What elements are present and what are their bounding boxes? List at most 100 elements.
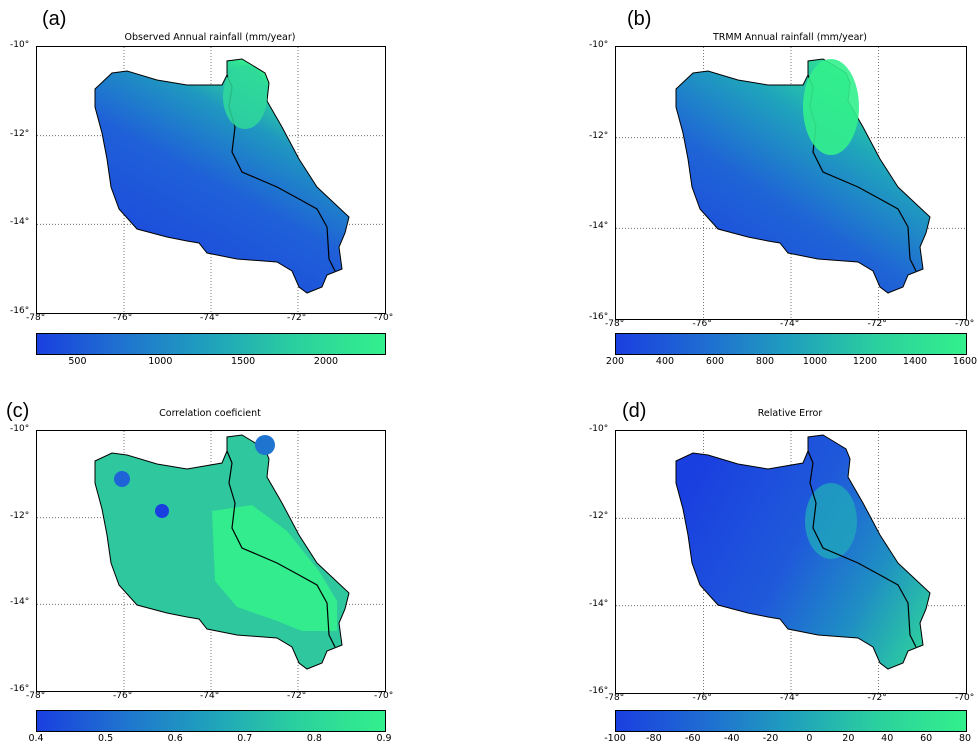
x-tick-label: -76°	[692, 319, 712, 329]
colorbar-tick-label: 40	[881, 733, 894, 744]
colorbar-tick-label: 0.8	[306, 733, 322, 744]
panel-d: (d) Relative Error -78° -76° -74° -72° -70° -…	[489, 374, 978, 749]
y-tick-label: -16°	[10, 684, 30, 694]
x-tick-label: -70°	[955, 693, 975, 703]
higher-error-area	[805, 483, 857, 559]
colorbar-tick-label: 1000	[148, 356, 173, 367]
x-tick-label: -78°	[26, 313, 46, 323]
map-svg	[37, 431, 385, 691]
map-plot	[615, 46, 967, 320]
x-tick-label: -70°	[374, 691, 394, 701]
high-rainfall-area	[803, 59, 859, 155]
x-tick-label: -78°	[605, 319, 625, 329]
x-tick-label: -76°	[113, 313, 133, 323]
colorbar-tick-label: 500	[68, 356, 87, 367]
sub-basin-boundary	[807, 450, 917, 648]
y-tick-label: -10°	[10, 40, 30, 50]
panel-title: TRMM Annual rainfall (mm/year)	[712, 32, 868, 43]
colorbar-tick-label: 800	[755, 356, 775, 367]
colorbar-tick-label: 0.5	[98, 733, 114, 744]
map-svg	[616, 47, 966, 319]
panel-title: Correlation coeficient	[159, 408, 261, 419]
colorbar-tick-label: 0.4	[28, 733, 44, 744]
low-correlation-spot	[255, 435, 275, 455]
panel-letter: (d)	[622, 400, 647, 422]
low-correlation-spot	[155, 504, 169, 518]
x-tick-label: -74°	[780, 693, 800, 703]
x-tick-label: -78°	[605, 693, 625, 703]
colorbar-tick-label: 0	[806, 733, 813, 744]
x-tick-label: -70°	[955, 319, 975, 329]
y-tick-label: -14°	[589, 598, 609, 609]
x-tick-label: -76°	[692, 693, 712, 703]
map-svg	[37, 47, 385, 313]
y-tick-label: -16°	[589, 312, 609, 322]
colorbar-tick-label: 400	[655, 356, 675, 367]
colorbar-tick-label: 20	[842, 733, 855, 744]
panel-letter: (c)	[6, 400, 30, 422]
colorbar-tick-label: 1400	[902, 356, 928, 367]
high-rainfall-area	[223, 65, 267, 129]
colorbar-tick-label: 1000	[802, 356, 828, 367]
y-tick-label: -10°	[589, 40, 609, 50]
x-tick-label: -72°	[287, 313, 307, 323]
x-tick-label: -78°	[26, 691, 46, 701]
colorbar-tick-label: 200	[605, 356, 625, 367]
y-tick-label: -10°	[589, 424, 609, 434]
y-tick-label: -12°	[589, 130, 609, 141]
basin-region	[675, 58, 931, 294]
panel-title: Relative Error	[757, 408, 823, 419]
colorbar-tick-label: 1200	[852, 356, 878, 367]
map-plot	[615, 430, 967, 694]
colorbar-tick-label: 60	[920, 733, 933, 744]
colorbar	[615, 333, 967, 355]
colorbar-tick-label: 1500	[231, 356, 256, 367]
map-plot	[36, 430, 386, 692]
x-tick-label: -70°	[374, 313, 394, 323]
colorbar-tick-label: -20	[762, 733, 779, 744]
y-tick-label: -12°	[10, 510, 30, 521]
colorbar	[36, 710, 386, 732]
colorbar-tick-label: 1600	[952, 356, 978, 367]
high-correlation-area	[212, 505, 337, 631]
x-tick-label: -72°	[867, 693, 887, 703]
x-tick-label: -76°	[113, 691, 133, 701]
colorbar-tick-label: 80	[958, 733, 972, 744]
panel-b: (b) TRMM Annual rainfall (mm/year) -78° -…	[489, 0, 978, 374]
panel-letter: (b)	[627, 8, 652, 30]
map-svg	[616, 431, 966, 693]
colorbar-tick-label: 0.7	[237, 733, 253, 744]
colorbar-tick-label: -60	[685, 733, 701, 744]
colorbar-tick-label: 2000	[313, 356, 339, 367]
sub-basin-boundary	[226, 450, 336, 648]
y-tick-label: -16°	[10, 306, 30, 316]
panel-c: (c) Correlation coeficient -78° -76° -74° -…	[0, 374, 489, 749]
colorbar-tick-label: -100	[604, 733, 626, 744]
colorbar	[615, 710, 967, 732]
basin-region	[675, 434, 931, 670]
y-tick-label: -10°	[10, 424, 30, 434]
panel-letter: (a)	[42, 8, 67, 30]
panel-a: (a) Observed Annual rainfall (mm/year) -…	[0, 0, 489, 374]
basin-region	[94, 58, 350, 294]
colorbar	[36, 333, 386, 355]
colorbar-tick-label: 600	[705, 356, 725, 367]
y-tick-label: -14°	[10, 217, 30, 228]
x-tick-label: -74°	[200, 313, 220, 323]
low-correlation-spot	[114, 471, 130, 487]
colorbar-tick-label: -80	[646, 733, 662, 744]
panel-title: Observed Annual rainfall (mm/year)	[124, 32, 296, 43]
y-tick-label: -14°	[589, 221, 609, 232]
colorbar-tick-label: 0.6	[167, 733, 183, 744]
x-tick-label: -74°	[200, 691, 220, 701]
y-tick-label: -12°	[10, 128, 30, 139]
y-tick-label: -16°	[589, 686, 609, 696]
y-tick-label: -12°	[589, 511, 609, 522]
y-tick-label: -14°	[10, 597, 30, 608]
x-tick-label: -74°	[780, 319, 800, 329]
colorbar-tick-label: 0.9	[376, 733, 392, 744]
x-tick-label: -72°	[867, 319, 887, 329]
map-plot	[36, 46, 386, 314]
colorbar-tick-label: -40	[723, 733, 740, 744]
x-tick-label: -72°	[287, 691, 307, 701]
